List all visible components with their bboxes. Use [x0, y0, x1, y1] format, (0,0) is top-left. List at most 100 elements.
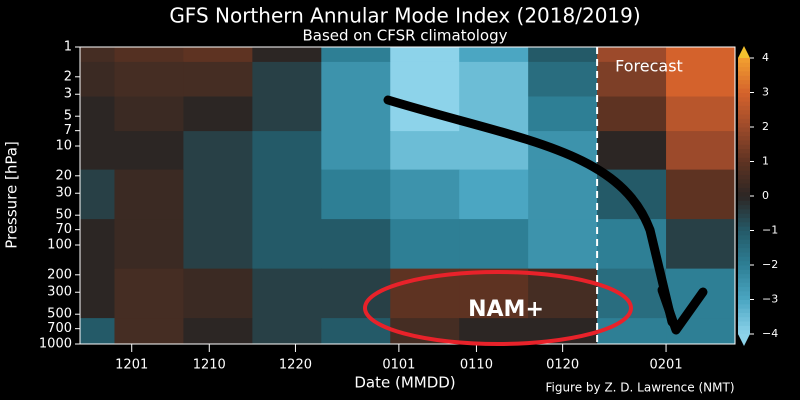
colorbar-band — [738, 213, 750, 219]
contour-cell — [666, 131, 735, 171]
highlight-ellipse — [363, 270, 633, 346]
contour-cell — [597, 96, 667, 132]
contour-cell — [114, 131, 184, 171]
contour-cell — [252, 61, 322, 97]
colorbar-bottom — [738, 334, 750, 346]
colorbar-band — [738, 83, 750, 89]
contour-cell — [252, 131, 322, 171]
colorbar-tick-label: 3 — [762, 86, 769, 99]
colorbar-band — [738, 58, 750, 63]
colorbar-band — [738, 144, 750, 150]
contour-cell — [114, 96, 184, 132]
chart-subtitle: Based on CFSR climatology — [302, 27, 507, 45]
y-tick-label: 7 — [64, 123, 72, 138]
contour-cell — [459, 47, 529, 63]
colorbar-band — [738, 273, 750, 279]
contour-cell — [114, 169, 184, 220]
contour-field — [80, 47, 735, 344]
y-tick-label: 1000 — [39, 337, 72, 352]
y-axis-label: Pressure [hPa] — [3, 141, 21, 249]
chart-title: GFS Northern Annular Mode Index (2018/20… — [169, 4, 640, 28]
contour-cell — [459, 61, 529, 97]
contour-cell — [252, 219, 322, 270]
colorbar-band — [738, 75, 750, 81]
contour-cell — [459, 268, 529, 319]
colorbar-band — [738, 247, 750, 253]
plot-frame — [79, 46, 736, 345]
colorbar-tick-label: −4 — [762, 327, 778, 340]
colorbar-band — [738, 122, 750, 128]
contour-cell — [252, 47, 322, 63]
contour-cell — [252, 169, 322, 220]
colorbar-band — [738, 221, 750, 227]
contour-cell — [597, 318, 667, 344]
colorbar-band — [738, 96, 750, 102]
colorbar-band — [738, 66, 750, 72]
colorbar-band — [738, 277, 750, 283]
colorbar-band — [738, 256, 750, 262]
contour-cell — [597, 61, 667, 97]
colorbar-band — [738, 135, 750, 141]
colorbar-band — [738, 183, 750, 188]
contour-cell — [321, 268, 391, 319]
contour-cell — [114, 61, 184, 97]
colorbar-band — [738, 295, 750, 300]
colorbar-band — [738, 152, 750, 158]
x-axis-label: Date (MMDD) — [354, 374, 455, 392]
colorbar-band — [738, 252, 750, 257]
colorbar-band — [738, 196, 750, 201]
y-tick-label: 10 — [55, 139, 72, 154]
contour-cell — [321, 318, 391, 344]
credit: Figure by Z. D. Lawrence (NMT) — [545, 381, 734, 395]
contour-cell — [183, 96, 253, 132]
x-tick-label: 0110 — [460, 358, 493, 373]
nam-label: NAM+ — [468, 297, 544, 322]
colorbar-band — [738, 234, 750, 240]
colorbar-band — [738, 62, 750, 68]
contour-cell — [183, 268, 253, 319]
contour-cell — [321, 131, 391, 171]
x-tick-label: 1210 — [193, 358, 226, 373]
contour-cell — [321, 96, 391, 132]
contour-cell — [459, 219, 529, 270]
y-tick-label: 70 — [55, 222, 72, 237]
contour-cell — [252, 96, 322, 132]
colorbar-band — [738, 204, 750, 210]
colorbar-tick-label: 1 — [762, 155, 769, 168]
y-tick-label: 5 — [64, 109, 72, 124]
colorbar-band — [738, 226, 750, 231]
colorbar-tick-label: 2 — [762, 120, 769, 133]
x-tick-label: 1220 — [279, 358, 312, 373]
contour-cell — [528, 169, 598, 220]
colorbar-band — [738, 187, 750, 193]
colorbar-band — [738, 127, 750, 132]
colorbar-band — [738, 118, 750, 124]
colorbar-band — [738, 101, 750, 106]
contour-cell — [80, 318, 115, 344]
contour-cell — [666, 61, 735, 97]
colorbar-band — [738, 308, 750, 313]
colorbar-band — [738, 208, 750, 214]
colorbar-tick-label: 4 — [762, 51, 769, 64]
y-tick-label: 300 — [47, 285, 72, 300]
contour-cell — [114, 219, 184, 270]
contour-cell — [183, 169, 253, 220]
contour-cell — [390, 219, 460, 270]
colorbar-band — [738, 321, 750, 326]
contour-cell — [666, 47, 735, 63]
contour-cell — [80, 268, 115, 319]
contour-cell — [183, 318, 253, 344]
colorbar-band — [738, 217, 750, 223]
y-tick-label: 30 — [55, 186, 72, 201]
contour-cell — [321, 169, 391, 220]
forecast-label: Forecast — [615, 57, 683, 76]
colorbar-band — [738, 88, 750, 93]
colorbar-band — [738, 70, 750, 76]
contour-cell — [80, 61, 115, 97]
colorbar-band — [738, 139, 750, 145]
colorbar-tick-label: −2 — [762, 258, 778, 271]
colorbar-band — [738, 325, 750, 331]
y-tick-label: 20 — [55, 168, 72, 183]
colorbar-band — [738, 148, 750, 154]
